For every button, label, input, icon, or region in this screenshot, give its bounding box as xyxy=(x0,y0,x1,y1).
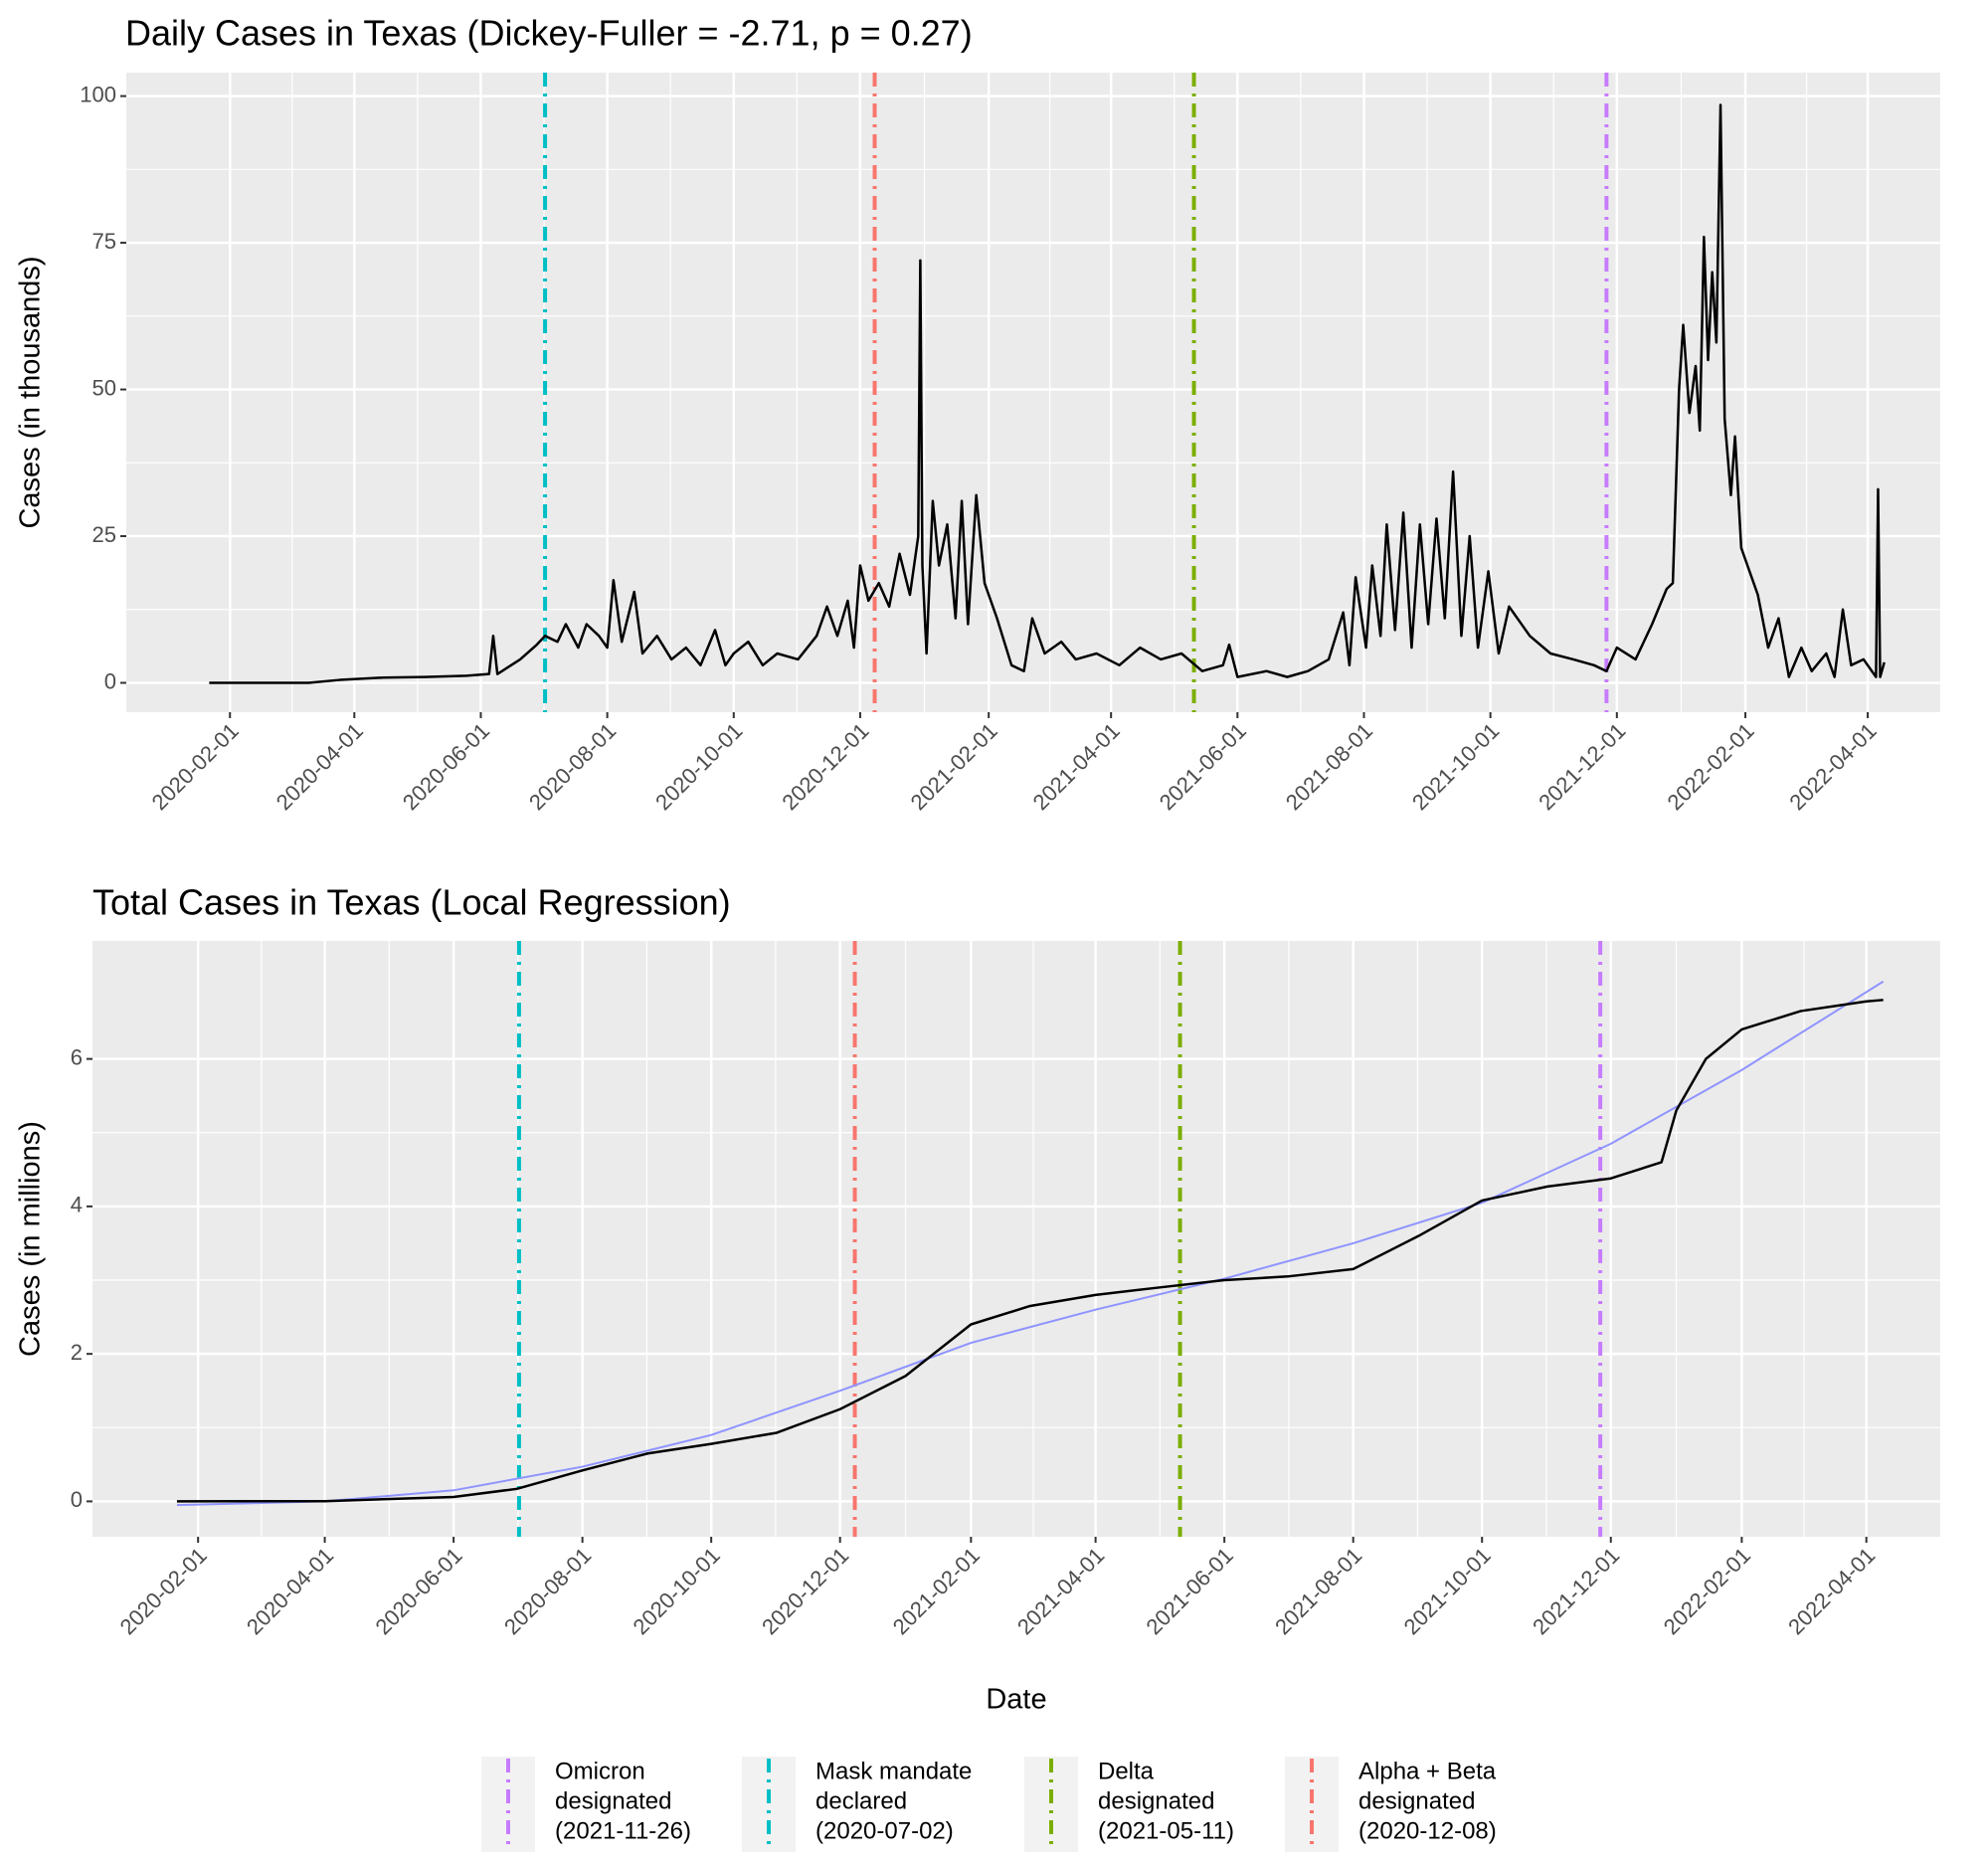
series-line xyxy=(176,999,1884,1503)
x-tick-label: 2020-04-01 xyxy=(271,718,368,815)
y-tick-label: 25 xyxy=(92,522,116,547)
legend-label: designated xyxy=(1358,1787,1475,1814)
legend-label: designated xyxy=(1098,1787,1214,1814)
x-tick-label: 2020-12-01 xyxy=(757,1543,853,1639)
x-tick-label: 2021-08-01 xyxy=(1270,1543,1366,1639)
legend-label: Omicron xyxy=(555,1758,645,1784)
x-tick-label: 2022-04-01 xyxy=(1783,1543,1880,1639)
series-line xyxy=(209,103,1886,684)
legend-label: declared xyxy=(815,1787,907,1814)
x-tick-label: 2020-04-01 xyxy=(242,1543,338,1639)
x-tick-label: 2020-10-01 xyxy=(650,718,747,815)
chart-title: Total Cases in Texas (Local Regression) xyxy=(92,882,731,923)
x-tick-label: 2022-04-01 xyxy=(1784,718,1881,815)
x-tick-label: 2021-04-01 xyxy=(1028,718,1125,815)
y-tick-label: 100 xyxy=(80,82,116,106)
x-tick-label: 2021-04-01 xyxy=(1012,1543,1109,1639)
y-tick-label: 50 xyxy=(92,375,116,400)
x-tick-label: 2020-02-01 xyxy=(147,718,244,815)
legend-label: designated xyxy=(555,1787,671,1814)
x-tick-label: 2020-08-01 xyxy=(524,718,621,815)
x-tick-label: 2021-06-01 xyxy=(1142,1543,1238,1639)
x-tick-label: 2021-10-01 xyxy=(1407,718,1504,815)
x-axis-title: Date xyxy=(986,1684,1046,1716)
y-axis-title: Cases (in millions) xyxy=(15,1121,47,1357)
x-tick-label: 2020-10-01 xyxy=(629,1543,725,1639)
panel xyxy=(92,941,1940,1537)
x-tick-label: 2021-06-01 xyxy=(1155,718,1251,815)
panel xyxy=(126,73,1940,712)
y-tick-label: 75 xyxy=(92,229,116,254)
x-tick-label: 2021-10-01 xyxy=(1399,1543,1496,1639)
legend-label: (2020-12-08) xyxy=(1358,1817,1497,1844)
x-tick-label: 2020-12-01 xyxy=(777,718,873,815)
x-tick-label: 2021-12-01 xyxy=(1528,1543,1624,1639)
x-tick-label: 2020-06-01 xyxy=(370,1543,466,1639)
x-tick-label: 2021-08-01 xyxy=(1281,718,1377,815)
x-tick-label: 2021-12-01 xyxy=(1534,718,1630,815)
y-tick-label: 2 xyxy=(71,1340,83,1365)
x-tick-label: 2020-02-01 xyxy=(115,1543,212,1639)
legend-label: Alpha + Beta xyxy=(1358,1758,1497,1784)
y-axis-title: Cases (in thousands) xyxy=(15,256,47,528)
x-tick-label: 2022-02-01 xyxy=(1659,1543,1755,1639)
legend-label: (2021-05-11) xyxy=(1098,1817,1234,1844)
x-tick-label: 2022-02-01 xyxy=(1662,718,1758,815)
x-tick-label: 2020-06-01 xyxy=(398,718,494,815)
legend-label: Delta xyxy=(1098,1758,1155,1784)
x-tick-label: 2021-02-01 xyxy=(888,1543,985,1639)
y-tick-label: 0 xyxy=(71,1487,83,1512)
y-tick-label: 4 xyxy=(71,1193,83,1217)
chart-title: Daily Cases in Texas (Dickey-Fuller = -2… xyxy=(125,13,973,54)
x-tick-label: 2021-02-01 xyxy=(906,718,1002,815)
y-tick-label: 6 xyxy=(71,1044,83,1069)
legend-label: (2020-07-02) xyxy=(815,1817,954,1844)
legend-label: Mask mandate xyxy=(815,1758,972,1784)
legend-label: (2021-11-26) xyxy=(555,1817,691,1844)
series-line xyxy=(176,980,1885,1507)
y-tick-label: 0 xyxy=(104,668,116,693)
x-tick-label: 2020-08-01 xyxy=(499,1543,596,1639)
